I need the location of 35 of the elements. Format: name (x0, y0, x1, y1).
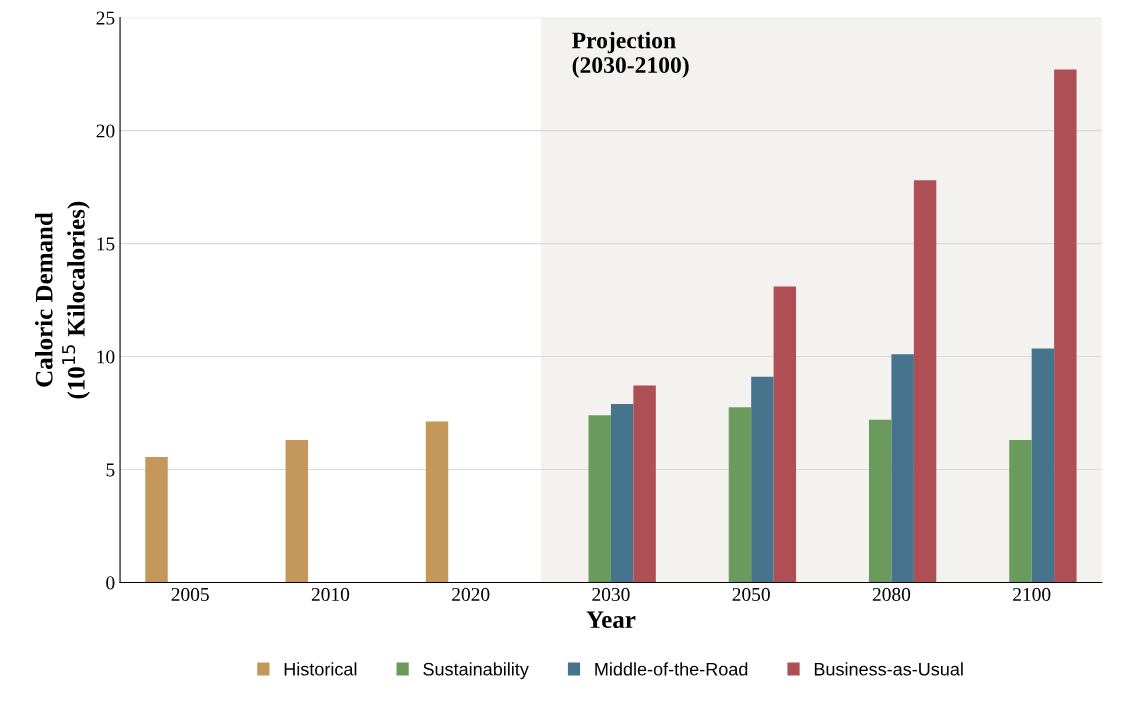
y-tick-label: 5 (106, 463, 115, 477)
bar (913, 180, 937, 583)
legend-label: Sustainability (423, 662, 529, 680)
x-tick-label: 2080 (872, 587, 911, 601)
bar (868, 419, 892, 583)
bar (633, 385, 656, 583)
bar (728, 407, 752, 583)
x-tick-label: 2100 (1013, 587, 1051, 601)
legend-label: Middle-of-the-Road (595, 662, 748, 676)
bar (425, 421, 449, 583)
bar (610, 403, 634, 583)
y-tick-label: 15 (97, 237, 115, 251)
bar (891, 354, 914, 583)
bar (1009, 440, 1032, 583)
bar (285, 440, 308, 583)
bar (1031, 348, 1055, 583)
x-tick-label: 2030 (592, 587, 630, 601)
band-label: Projection (2030-2100) (572, 31, 689, 78)
legend-label: Business-as-Usual (814, 662, 963, 676)
y-tick-label: 20 (96, 124, 115, 138)
y-tick-label: 10 (97, 350, 115, 364)
bar (751, 376, 774, 583)
legend-label: Historical (284, 662, 357, 676)
y-tick-label: 25 (96, 11, 115, 25)
bar (773, 286, 797, 583)
bar (145, 457, 168, 583)
x-tick-label: 2020 (452, 587, 490, 601)
bar (1054, 69, 1077, 583)
y-tick-label: 0 (106, 576, 115, 590)
x-tick-label: 2050 (732, 587, 770, 601)
x-axis-title: Year (586, 611, 636, 629)
y-axis-title: Caloric Demand (10$^{15}$ Kilocalories) (35, 201, 90, 399)
x-tick-label: 2005 (171, 587, 209, 601)
bar (588, 415, 611, 583)
x-tick-label: 2010 (311, 587, 350, 601)
